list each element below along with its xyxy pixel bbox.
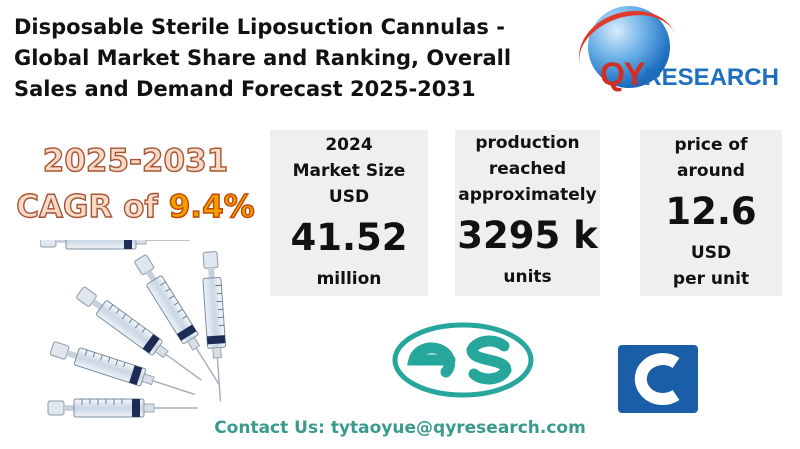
c-logo	[618, 345, 698, 413]
syringe-icon	[40, 240, 190, 250]
globe-icon	[588, 6, 670, 88]
market-scale: million	[316, 269, 382, 289]
market-year: 2024	[325, 135, 373, 155]
price-card: price of around 12.6 USD per unit	[640, 130, 782, 296]
production-line-2: reached	[488, 159, 567, 179]
cagr-period: 2025-2031	[42, 142, 229, 179]
market-value: 41.52	[290, 216, 408, 259]
production-unit: units	[503, 267, 552, 287]
syringes-illustration	[40, 240, 231, 418]
production-card: production reached approximately 3295 k …	[455, 130, 600, 296]
title-line-2: Global Market Share and Ranking, Overall	[14, 46, 512, 70]
price-per: per unit	[672, 269, 750, 289]
logo-wordmark: QYRESEARCH	[600, 56, 779, 93]
market-label: Market Size	[292, 161, 406, 181]
es-logo	[392, 322, 534, 398]
page-title: Disposable Sterile Liposuction Cannulas …	[14, 12, 574, 105]
title-line-3: Sales and Demand Forecast 2025-2031	[14, 77, 476, 101]
cagr-line: CAGR of 9.4%	[8, 184, 263, 230]
price-unit: USD	[690, 243, 732, 263]
market-unit: USD	[328, 187, 370, 207]
production-line-3: approximately	[458, 185, 597, 205]
logo-prefix: QY	[600, 56, 645, 92]
syringe-icon	[47, 398, 199, 418]
price-line-1: price of	[674, 135, 748, 155]
price-value: 12.6	[665, 190, 757, 233]
cagr-block: 2025-2031 CAGR of 9.4%	[8, 138, 263, 230]
syringe-icon	[48, 338, 199, 404]
qyresearch-logo: QYRESEARCH	[568, 0, 793, 104]
contact-line[interactable]: Contact Us: tytaoyue@qyresearch.com	[214, 418, 586, 438]
logo-suffix: RESEARCH	[644, 64, 779, 91]
cagr-label: CAGR of	[16, 188, 169, 225]
production-line-1: production	[475, 133, 580, 153]
production-value: 3295 k	[457, 214, 598, 257]
cagr-value: 9.4%	[168, 188, 255, 225]
price-line-2: around	[677, 161, 745, 181]
market-size-card: 2024 Market Size USD 41.52 million	[270, 130, 428, 296]
title-line-1: Disposable Sterile Liposuction Cannulas …	[14, 15, 505, 39]
